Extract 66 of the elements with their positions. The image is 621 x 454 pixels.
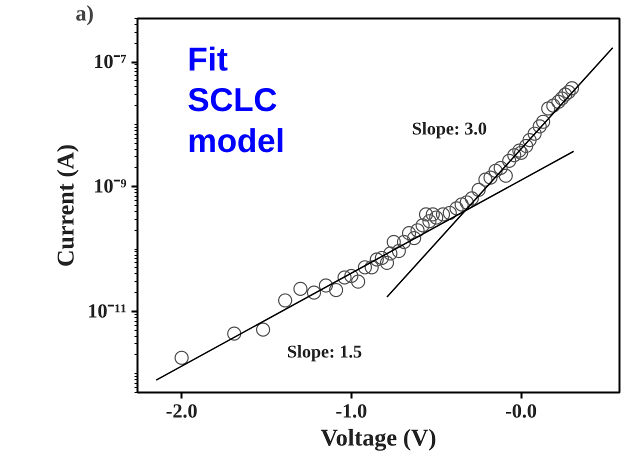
point [383, 246, 398, 261]
point [528, 126, 542, 141]
point [532, 119, 547, 134]
point [519, 138, 534, 154]
point [536, 114, 550, 129]
point [551, 94, 566, 109]
point [416, 218, 430, 232]
point [522, 133, 537, 148]
point [422, 214, 437, 228]
annotation: Slope: 1.5 [287, 341, 362, 362]
point [464, 191, 479, 206]
point [370, 252, 384, 267]
point [392, 244, 406, 258]
point [498, 168, 513, 183]
chart-title: a) [76, 0, 94, 26]
point [460, 195, 474, 210]
point [488, 164, 503, 178]
point [306, 286, 322, 300]
x-tick-label: -0.0 [505, 400, 537, 422]
point [561, 84, 576, 100]
x-tick-label: -2.0 [166, 400, 198, 422]
point [483, 170, 498, 185]
point [364, 260, 379, 274]
x-tick-label: -1.0 [336, 400, 368, 422]
point [278, 293, 292, 308]
point [386, 234, 401, 250]
y-tick-label: 10⁻⁹ [94, 176, 127, 198]
point [358, 260, 372, 274]
point [436, 207, 450, 222]
x-axis-title: Voltage (V) [320, 426, 436, 452]
annotation: Fit SCLC model [188, 40, 285, 159]
y-axis-title: Current (A) [54, 144, 80, 267]
point [507, 148, 522, 162]
point [174, 350, 189, 365]
point [449, 201, 464, 216]
point [374, 250, 389, 266]
point [454, 197, 469, 212]
point [442, 206, 457, 220]
point [478, 172, 493, 187]
point [337, 270, 352, 285]
point [351, 274, 366, 289]
annotation: Slope: 3.0 [412, 118, 487, 138]
point [558, 88, 572, 102]
point [396, 234, 412, 250]
point [293, 282, 308, 296]
point [328, 282, 344, 298]
point [318, 278, 333, 293]
point [546, 98, 560, 113]
point [472, 182, 486, 197]
point [494, 160, 508, 176]
point [402, 226, 416, 240]
point [410, 223, 425, 238]
point [502, 154, 516, 168]
point [256, 322, 270, 337]
point [380, 256, 394, 270]
y-tick-label: 10⁻⁷ [94, 51, 127, 74]
point [418, 207, 434, 222]
point [564, 81, 580, 96]
point [426, 207, 440, 222]
point [344, 268, 358, 284]
point [429, 210, 444, 225]
point [227, 326, 242, 341]
point [554, 91, 569, 106]
point [407, 231, 422, 246]
y-tick-label: 10⁻¹¹ [88, 300, 127, 322]
point [541, 101, 556, 116]
